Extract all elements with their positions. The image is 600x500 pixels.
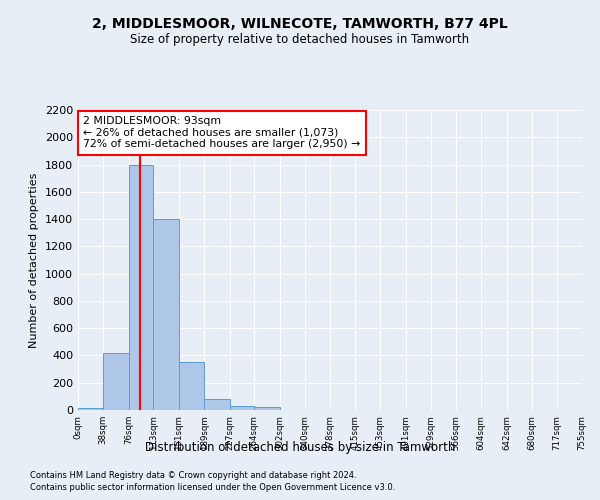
Bar [204, 399, 230, 410]
Text: 2 MIDDLESMOOR: 93sqm
← 26% of detached houses are smaller (1,073)
72% of semi-de: 2 MIDDLESMOOR: 93sqm ← 26% of detached h… [83, 116, 360, 149]
Bar [230, 406, 254, 410]
Bar [78, 408, 103, 410]
Bar [103, 352, 129, 410]
Text: Distribution of detached houses by size in Tamworth: Distribution of detached houses by size … [145, 441, 455, 454]
Bar [129, 164, 154, 410]
Text: Contains public sector information licensed under the Open Government Licence v3: Contains public sector information licen… [30, 484, 395, 492]
Y-axis label: Number of detached properties: Number of detached properties [29, 172, 40, 348]
Bar [179, 362, 204, 410]
Text: Contains HM Land Registry data © Crown copyright and database right 2024.: Contains HM Land Registry data © Crown c… [30, 471, 356, 480]
Text: Size of property relative to detached houses in Tamworth: Size of property relative to detached ho… [130, 32, 470, 46]
Text: 2, MIDDLESMOOR, WILNECOTE, TAMWORTH, B77 4PL: 2, MIDDLESMOOR, WILNECOTE, TAMWORTH, B77… [92, 18, 508, 32]
Bar [154, 219, 179, 410]
Bar [254, 408, 280, 410]
